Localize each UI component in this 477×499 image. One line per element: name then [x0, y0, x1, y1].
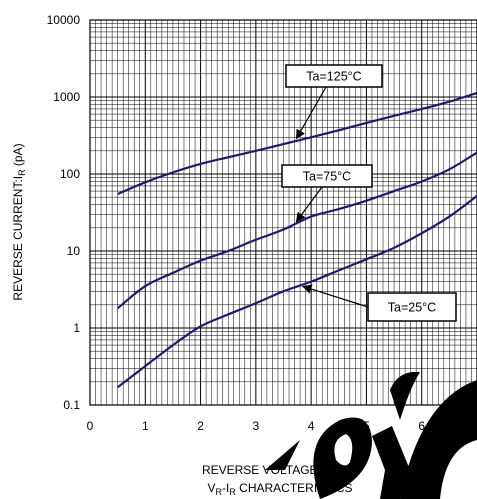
series-line-2: [116, 194, 477, 389]
y-tick-label: 10: [67, 244, 81, 258]
curves: [116, 91, 477, 389]
annotation-arrow-1: [295, 186, 323, 223]
y-tick-label: 100: [60, 167, 80, 181]
x-tick-label: 4: [308, 419, 315, 433]
series-line-1: [116, 151, 477, 310]
annotation-arrow-2: [301, 284, 369, 308]
y-tick-label: 1000: [53, 90, 80, 104]
grid: [89, 19, 477, 406]
annotation-box-1: [281, 164, 373, 188]
annotation-box-2: [367, 292, 457, 322]
annotation-arrow-0: [295, 86, 327, 140]
x-tick-label: 3: [253, 419, 260, 433]
x-tick-label: 2: [197, 419, 204, 433]
annotation-label-1: Ta=75°C: [303, 170, 351, 184]
y-axis-label: REVERSE CURRENT:IR (pA): [11, 143, 27, 300]
x-tick-label: 6: [418, 419, 425, 433]
series-line-0: [117, 91, 477, 196]
annotation-label-2: Ta=25°C: [388, 301, 436, 315]
y-tick-label: 1: [73, 321, 80, 335]
x-tick-label: 0: [87, 419, 94, 433]
y-tick-label: 0.1: [63, 398, 80, 412]
y-tick-labels: 0.1 1 10 100 1000 10000: [47, 13, 81, 412]
y-tick-label: 10000: [47, 13, 81, 27]
annotation-box-0: [285, 64, 383, 88]
watermark: [265, 371, 477, 499]
annotation-label-0: Ta=125°C: [306, 70, 361, 84]
x-tick-label: 1: [142, 419, 149, 433]
plot-frame: [89, 19, 477, 406]
annotations: Ta=125°C Ta=75°C Ta=25°C: [281, 64, 457, 322]
